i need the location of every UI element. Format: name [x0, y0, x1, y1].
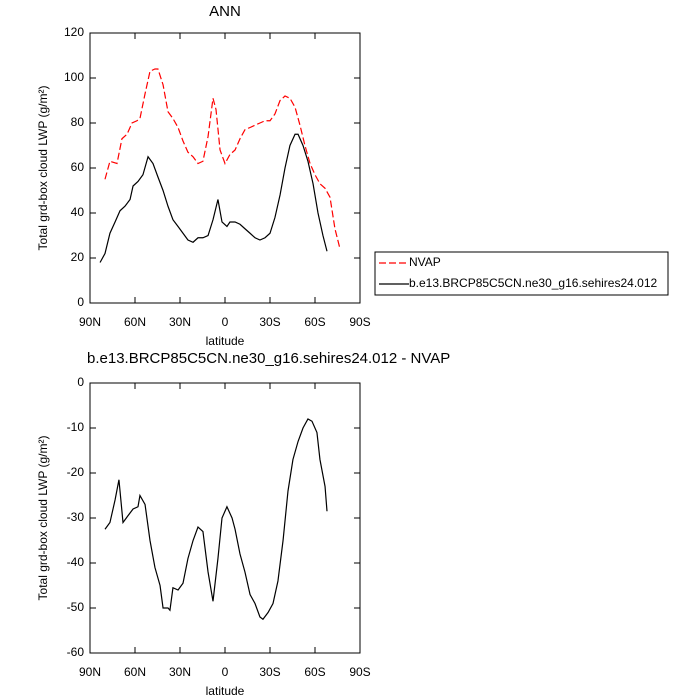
y-tick-label: -10 — [67, 420, 85, 434]
y-tick-label: -60 — [67, 645, 85, 659]
x-tick-label: 60S — [304, 315, 325, 329]
plot-frame — [89, 382, 361, 654]
x-tick-label: 90N — [79, 665, 101, 679]
y-tick-label: 40 — [71, 205, 85, 219]
x-tick-label: 0 — [222, 665, 229, 679]
y-axis-label: Total grd-box cloud LWP (g/m²) — [36, 86, 50, 251]
x-tick-label: 0 — [222, 315, 229, 329]
x-tick-label: 60N — [124, 665, 146, 679]
y-tick-label: 80 — [71, 115, 85, 129]
x-axis-label: latitude — [206, 684, 245, 698]
data-line — [104, 418, 328, 621]
plot-frame — [89, 32, 361, 304]
x-tick-label: 90N — [79, 315, 101, 329]
y-tick-label: -40 — [67, 555, 85, 569]
x-tick-label: 30S — [259, 665, 280, 679]
data-line — [99, 133, 328, 263]
legend-box — [374, 251, 669, 296]
x-tick-label: 30N — [169, 665, 191, 679]
legend-label: b.e13.BRCP85C5CN.ne30_g16.sehires24.012 — [409, 276, 657, 290]
y-tick-label: 120 — [64, 25, 84, 39]
y-tick-label: -50 — [67, 600, 85, 614]
y-tick-label: -20 — [67, 465, 85, 479]
x-tick-label: 30N — [169, 315, 191, 329]
y-tick-label: 60 — [71, 160, 85, 174]
x-axis-label: latitude — [206, 334, 245, 348]
y-axis-label: Total grd-box cloud LWP (g/m²) — [36, 436, 50, 601]
legend-label: NVAP — [409, 255, 441, 269]
x-tick-label: 60N — [124, 315, 146, 329]
y-tick-label: 0 — [77, 375, 84, 389]
x-tick-label: 30S — [259, 315, 280, 329]
data-line — [104, 68, 341, 250]
x-tick-label: 90S — [349, 315, 370, 329]
y-tick-label: 0 — [77, 295, 84, 309]
y-tick-label: 20 — [71, 250, 85, 264]
x-tick-label: 60S — [304, 665, 325, 679]
y-tick-label: 100 — [64, 70, 84, 84]
chart-title: b.e13.BRCP85C5CN.ne30_g16.sehires24.012 … — [87, 350, 450, 367]
y-tick-label: -30 — [67, 510, 85, 524]
x-tick-label: 90S — [349, 665, 370, 679]
chart-title: ANN — [209, 3, 241, 20]
